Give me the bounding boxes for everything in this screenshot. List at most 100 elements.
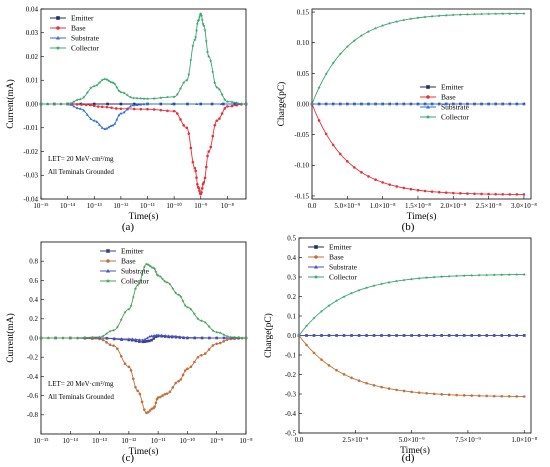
- data-point: [132, 102, 136, 106]
- data-point: [72, 104, 76, 108]
- data-point: [145, 336, 149, 340]
- data-point: [100, 105, 104, 109]
- data-point: [108, 329, 112, 333]
- data-point: [473, 192, 476, 196]
- data-point: [209, 59, 213, 63]
- data-point: [218, 341, 222, 345]
- y-tick-label: 0.5: [287, 234, 296, 242]
- data-point: [353, 166, 356, 169]
- data-point: [352, 38, 356, 42]
- data-point: [470, 394, 473, 397]
- data-point: [159, 96, 163, 100]
- y-tick-label: -0.02: [23, 148, 38, 156]
- data-point: [220, 112, 224, 115]
- data-point: [501, 192, 505, 196]
- data-point: [127, 365, 131, 369]
- data-point: [136, 389, 139, 393]
- data-point: [426, 95, 430, 99]
- data-point: [39, 336, 43, 340]
- data-point: [200, 18, 204, 22]
- data-point: [501, 102, 505, 106]
- y-tick-label: 0.04: [26, 5, 39, 13]
- data-point: [380, 333, 384, 337]
- data-point: [146, 102, 149, 106]
- data-point: [165, 95, 170, 99]
- data-point: [206, 154, 209, 158]
- data-point: [148, 409, 152, 412]
- data-point: [349, 291, 354, 295]
- data-point: [89, 117, 93, 120]
- y-tick-label: -0.03: [23, 172, 38, 180]
- data-point: [515, 11, 519, 15]
- data-point: [312, 333, 316, 337]
- data-point: [402, 186, 406, 190]
- data-point: [345, 102, 349, 106]
- data-point: [128, 95, 133, 99]
- data-point: [314, 264, 318, 269]
- data-point: [117, 113, 121, 117]
- data-point: [132, 103, 136, 107]
- data-point: [479, 12, 484, 16]
- data-point: [222, 340, 226, 343]
- data-point: [141, 340, 145, 344]
- data-point: [327, 303, 331, 307]
- data-point: [310, 102, 314, 106]
- data-point: [140, 272, 144, 277]
- data-point: [101, 338, 105, 342]
- data-point: [459, 192, 462, 195]
- x-tick-label: 10⁻⁹: [210, 437, 224, 445]
- series-line: [311, 103, 524, 195]
- data-point: [170, 102, 174, 106]
- data-point: [346, 160, 349, 163]
- data-point: [174, 381, 177, 385]
- data-point: [305, 333, 308, 337]
- data-point: [492, 394, 496, 398]
- data-point: [115, 325, 119, 329]
- data-point: [110, 106, 113, 110]
- data-point: [148, 335, 151, 338]
- x-tick-label: 10⁻¹¹: [151, 437, 166, 445]
- data-point: [108, 343, 112, 346]
- data-point: [136, 283, 140, 287]
- data-point: [402, 18, 406, 22]
- data-point: [507, 333, 511, 337]
- data-point: [213, 81, 217, 85]
- data-point: [232, 335, 237, 339]
- y-tick-label: -0.15: [294, 192, 309, 200]
- data-point: [477, 333, 481, 337]
- y-tick-label: 0.8: [29, 258, 38, 266]
- x-tick-label: 10⁻⁸: [221, 202, 235, 210]
- chart-panel-d: 0.0 2.5×10⁻⁹ 5.0×10⁻⁹ 7.5×10⁻⁹ 1.0×10⁻⁸ -0.5 -…: [263, 234, 538, 456]
- x-tick-label: 0.0: [295, 436, 304, 444]
- data-point: [205, 50, 210, 54]
- x-tick-label: 10⁻¹³: [92, 437, 107, 445]
- data-point: [327, 364, 331, 367]
- data-point: [103, 77, 107, 81]
- data-point: [203, 28, 207, 32]
- data-point: [379, 282, 384, 286]
- data-point: [507, 395, 511, 398]
- data-point: [137, 338, 141, 341]
- series-line: [41, 103, 247, 195]
- series-substrate: [310, 102, 526, 106]
- data-point: [314, 245, 318, 249]
- data-point: [168, 282, 172, 286]
- data-point: [352, 102, 356, 106]
- data-point: [131, 295, 135, 299]
- data-point: [430, 14, 434, 18]
- data-point: [171, 386, 175, 389]
- data-point: [144, 340, 148, 343]
- data-point: [105, 105, 109, 109]
- data-point: [494, 12, 498, 16]
- data-point: [135, 96, 139, 100]
- data-point: [189, 365, 193, 369]
- data-point: [522, 395, 526, 398]
- data-point: [215, 119, 219, 122]
- data-point: [492, 273, 496, 277]
- data-point: [437, 14, 441, 18]
- data-point: [465, 12, 470, 16]
- data-point: [178, 86, 183, 90]
- data-point: [106, 249, 110, 253]
- x-axis-title: Time(s): [129, 211, 159, 222]
- data-point: [90, 335, 94, 339]
